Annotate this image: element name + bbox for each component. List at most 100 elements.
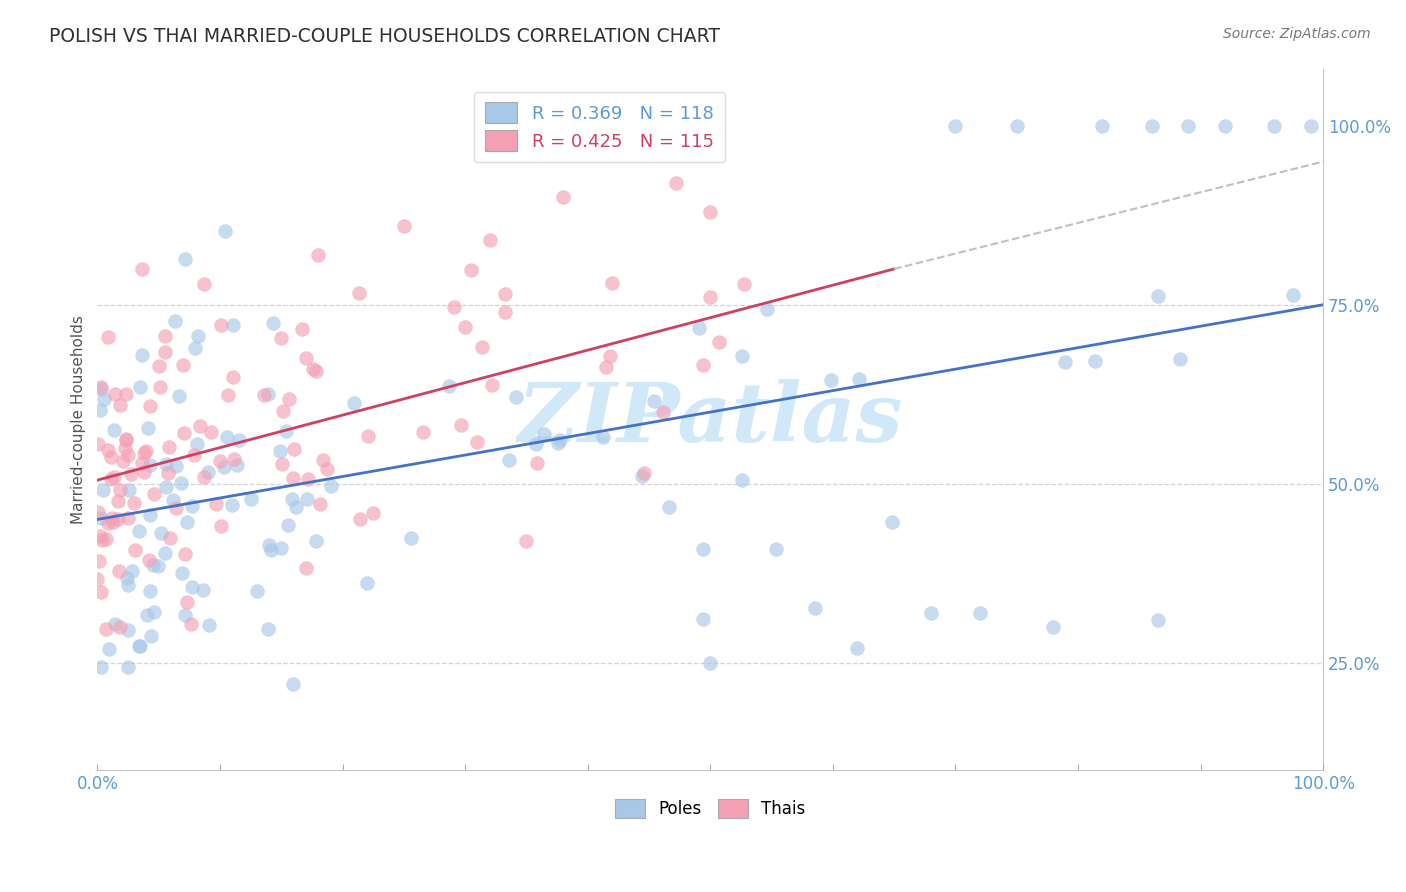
Point xyxy=(284,500,307,515)
Point xyxy=(765,542,787,557)
Point xyxy=(260,543,283,558)
Point xyxy=(277,518,299,533)
Point xyxy=(471,339,494,353)
Point xyxy=(101,511,124,525)
Point xyxy=(135,608,157,623)
Point xyxy=(297,491,319,506)
Point xyxy=(481,377,503,392)
Point xyxy=(222,318,245,332)
Point xyxy=(209,519,232,533)
Point xyxy=(262,316,284,330)
Point xyxy=(90,382,112,396)
Point xyxy=(295,351,318,365)
Point xyxy=(90,584,112,599)
Point xyxy=(107,493,129,508)
Point xyxy=(155,480,177,494)
Point xyxy=(515,533,537,548)
Point xyxy=(193,277,215,291)
Point xyxy=(460,263,482,277)
Point xyxy=(600,277,623,291)
Point xyxy=(170,476,193,491)
Point xyxy=(104,387,127,401)
Point xyxy=(524,437,547,451)
Point xyxy=(599,349,621,363)
Point xyxy=(731,473,754,487)
Point xyxy=(316,461,339,475)
Point xyxy=(139,583,162,598)
Point xyxy=(114,434,136,448)
Point xyxy=(920,606,942,620)
Legend: Poles, Thais: Poles, Thais xyxy=(609,792,813,825)
Point xyxy=(200,425,222,440)
Point xyxy=(91,533,114,548)
Point xyxy=(257,387,280,401)
Point xyxy=(1042,620,1064,634)
Point xyxy=(142,558,165,572)
Point xyxy=(658,500,681,515)
Point xyxy=(138,508,160,523)
Point xyxy=(399,531,422,545)
Point xyxy=(174,547,197,561)
Point xyxy=(180,617,202,632)
Point xyxy=(114,386,136,401)
Point xyxy=(494,287,516,301)
Point xyxy=(643,393,665,408)
Point xyxy=(198,617,221,632)
Point xyxy=(114,441,136,455)
Point xyxy=(804,600,827,615)
Point xyxy=(134,465,156,479)
Point xyxy=(1084,354,1107,368)
Point xyxy=(226,458,249,472)
Point xyxy=(550,433,572,447)
Point xyxy=(392,219,415,233)
Point xyxy=(94,622,117,636)
Point xyxy=(278,392,301,406)
Point xyxy=(111,453,134,467)
Point xyxy=(181,499,204,513)
Point xyxy=(86,572,108,586)
Point xyxy=(553,190,575,204)
Point xyxy=(120,467,142,481)
Point xyxy=(1091,119,1114,133)
Point xyxy=(1168,351,1191,366)
Point xyxy=(633,466,655,480)
Point xyxy=(526,457,548,471)
Point xyxy=(221,498,243,512)
Point xyxy=(256,622,278,636)
Point xyxy=(733,277,755,291)
Point xyxy=(253,387,276,401)
Point xyxy=(139,400,162,414)
Text: Source: ZipAtlas.com: Source: ZipAtlas.com xyxy=(1223,27,1371,41)
Point xyxy=(110,620,132,634)
Point xyxy=(100,450,122,464)
Point xyxy=(87,505,110,519)
Point xyxy=(699,656,721,670)
Point xyxy=(173,426,195,441)
Point xyxy=(465,435,488,450)
Point xyxy=(308,497,330,511)
Point xyxy=(163,314,186,328)
Point xyxy=(281,677,304,691)
Point xyxy=(281,471,304,485)
Point xyxy=(755,301,778,316)
Point xyxy=(1147,289,1170,303)
Point xyxy=(437,378,460,392)
Point xyxy=(100,472,122,486)
Point xyxy=(665,176,688,190)
Point xyxy=(1005,119,1028,133)
Point xyxy=(169,389,191,403)
Point xyxy=(595,359,617,374)
Point xyxy=(280,492,302,507)
Point xyxy=(699,290,721,304)
Point xyxy=(157,441,180,455)
Point xyxy=(90,379,112,393)
Point xyxy=(1053,355,1076,369)
Point xyxy=(183,448,205,462)
Point xyxy=(498,453,520,467)
Point xyxy=(692,542,714,557)
Point xyxy=(128,639,150,653)
Point xyxy=(1147,614,1170,628)
Point xyxy=(128,639,150,653)
Point xyxy=(880,515,903,529)
Point xyxy=(215,430,238,444)
